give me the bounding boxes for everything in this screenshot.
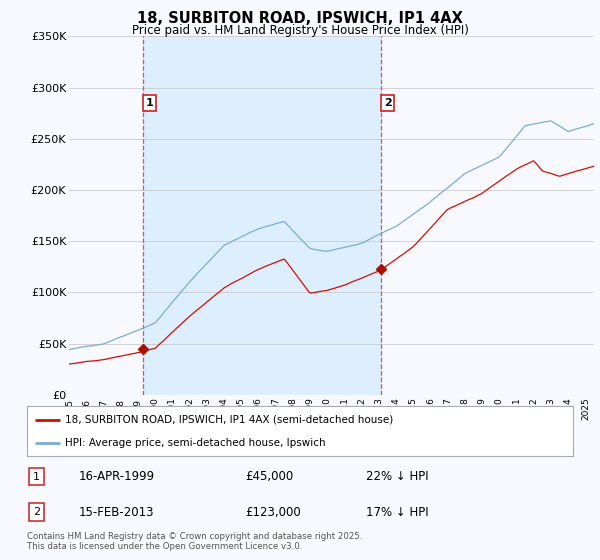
Text: 18, SURBITON ROAD, IPSWICH, IP1 4AX: 18, SURBITON ROAD, IPSWICH, IP1 4AX xyxy=(137,11,463,26)
Text: Contains HM Land Registry data © Crown copyright and database right 2025.
This d: Contains HM Land Registry data © Crown c… xyxy=(27,532,362,552)
Text: 1: 1 xyxy=(146,98,154,108)
Text: 2: 2 xyxy=(33,507,40,517)
Text: 16-APR-1999: 16-APR-1999 xyxy=(79,470,155,483)
Text: 22% ↓ HPI: 22% ↓ HPI xyxy=(365,470,428,483)
Text: 17% ↓ HPI: 17% ↓ HPI xyxy=(365,506,428,519)
Text: 2: 2 xyxy=(384,98,392,108)
Text: 1: 1 xyxy=(34,472,40,482)
Text: Price paid vs. HM Land Registry's House Price Index (HPI): Price paid vs. HM Land Registry's House … xyxy=(131,24,469,36)
Text: 15-FEB-2013: 15-FEB-2013 xyxy=(79,506,154,519)
Text: £45,000: £45,000 xyxy=(245,470,293,483)
Text: 18, SURBITON ROAD, IPSWICH, IP1 4AX (semi-detached house): 18, SURBITON ROAD, IPSWICH, IP1 4AX (sem… xyxy=(65,414,394,424)
Bar xyxy=(143,36,381,395)
Text: £123,000: £123,000 xyxy=(245,506,301,519)
Text: HPI: Average price, semi-detached house, Ipswich: HPI: Average price, semi-detached house,… xyxy=(65,438,326,448)
